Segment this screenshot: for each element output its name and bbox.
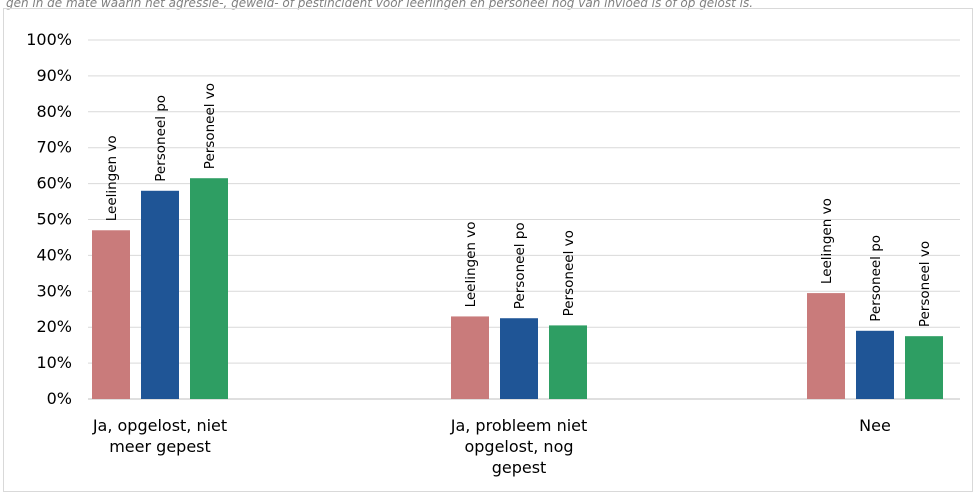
bar: [451, 316, 489, 399]
y-tick-label: 50%: [36, 210, 72, 229]
data-label: Personeel vo: [561, 230, 577, 316]
x-category-label: Ja, probleem niet: [450, 416, 588, 435]
x-category-label: meer gepest: [109, 437, 211, 456]
y-tick-label: 80%: [36, 102, 72, 121]
bar: [905, 336, 943, 399]
y-tick-label: 40%: [36, 245, 72, 264]
y-tick-label: 0%: [47, 389, 72, 408]
data-label: Personeel po: [512, 222, 528, 309]
data-label: Personeel po: [153, 95, 169, 182]
bar: [807, 293, 845, 399]
y-tick-label: 100%: [26, 30, 72, 49]
bar: [92, 230, 130, 399]
x-category-label: Ja, opgelost, niet: [92, 416, 227, 435]
bar: [549, 325, 587, 399]
bar: [856, 330, 894, 399]
y-tick-label: 70%: [36, 138, 72, 157]
figure-caption: gen in de mate waarin het agressie-, gew…: [6, 0, 754, 10]
bar: [190, 178, 228, 399]
data-label: Leelingen vo: [104, 135, 120, 221]
bar: [500, 318, 538, 399]
x-category-label: opgelost, nog: [464, 437, 573, 456]
chart-frame: [3, 8, 973, 492]
data-label: Personeel vo: [202, 83, 218, 169]
data-label: Leelingen vo: [819, 198, 835, 284]
y-tick-label: 20%: [36, 317, 72, 336]
y-tick-label: 60%: [36, 174, 72, 193]
data-label: Leelingen vo: [463, 221, 479, 307]
x-category-label: Nee: [859, 416, 891, 435]
x-category-label: gepest: [492, 458, 547, 477]
y-tick-label: 30%: [36, 281, 72, 300]
data-label: Personeel po: [868, 235, 884, 322]
y-tick-label: 10%: [36, 353, 72, 372]
bar: [141, 190, 179, 399]
y-tick-label: 90%: [36, 66, 72, 85]
data-label: Personeel vo: [917, 241, 933, 327]
